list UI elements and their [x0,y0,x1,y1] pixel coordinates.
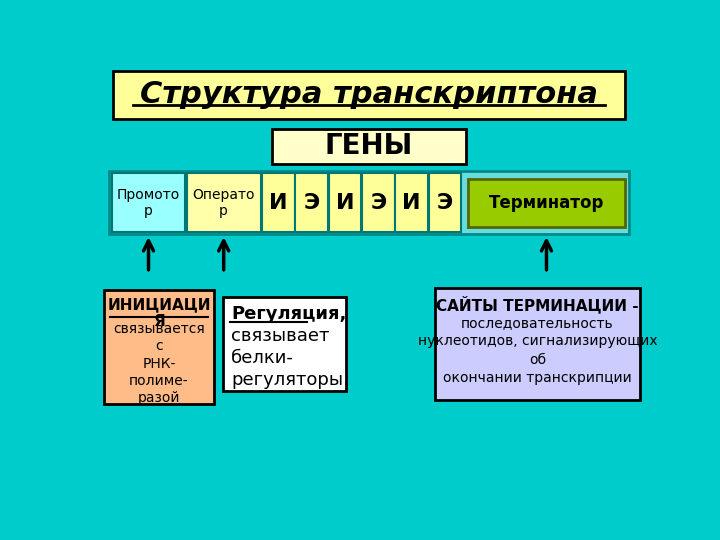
Text: ГЕНЫ: ГЕНЫ [325,132,413,160]
FancyBboxPatch shape [428,173,462,232]
Text: Терминатор: Терминатор [489,194,604,212]
Text: Операто
р: Операто р [192,187,255,218]
FancyBboxPatch shape [223,298,346,392]
FancyBboxPatch shape [329,173,361,232]
FancyBboxPatch shape [187,173,261,232]
Text: Структура транскриптона: Структура транскриптона [140,80,598,109]
Text: связывается
с
РНК-
полиме-
разой: связывается с РНК- полиме- разой [113,322,205,405]
Text: Промото
р: Промото р [117,187,180,218]
Text: И: И [402,193,421,213]
Text: последовательность
нуклеотидов, сигнализирующих
об
окончании транскрипции: последовательность нуклеотидов, сигнализ… [418,316,657,385]
FancyBboxPatch shape [295,173,328,232]
FancyBboxPatch shape [435,288,640,400]
FancyBboxPatch shape [104,289,214,403]
FancyBboxPatch shape [395,173,428,232]
Text: Э: Э [370,193,387,213]
FancyBboxPatch shape [112,173,185,232]
Text: Регуляция,: Регуляция, [231,305,346,323]
Text: ИНИЦИАЦИ
Я: ИНИЦИАЦИ Я [107,298,211,328]
FancyBboxPatch shape [113,71,625,119]
Text: САЙТЫ ТЕРМИНАЦИИ -: САЙТЫ ТЕРМИНАЦИИ - [436,296,639,314]
Text: Э: Э [304,193,320,213]
FancyBboxPatch shape [468,179,625,226]
Text: И: И [269,193,287,213]
FancyBboxPatch shape [362,173,395,232]
FancyBboxPatch shape [272,129,466,164]
FancyBboxPatch shape [109,171,629,234]
FancyBboxPatch shape [262,173,294,232]
Text: связывает
белки-
регуляторы.: связывает белки- регуляторы. [231,327,349,389]
Text: Э: Э [437,193,453,213]
Text: И: И [336,193,354,213]
